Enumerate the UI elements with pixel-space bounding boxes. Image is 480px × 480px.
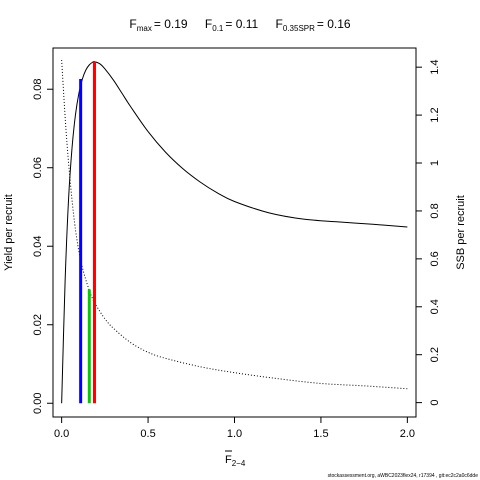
curves (61, 59, 408, 404)
title-f01-base: F (205, 17, 212, 31)
title-fmax-value: = 0.19 (154, 17, 188, 31)
y-left-axis: 0.00 0.02 0.04 0.06 0.08 (32, 79, 53, 414)
y-right-tick-label: 1 (429, 160, 441, 166)
x-tick-label: 0.0 (54, 428, 69, 440)
y-left-tick-label: 0.02 (32, 314, 44, 335)
chart-title: Fmax = 0.19 F0.1 = 0.11 F0.35SPR = 0.16 (129, 17, 351, 33)
y-right-tick-label: 0.4 (429, 299, 441, 314)
title-fspr-base: F (276, 17, 283, 31)
y-left-axis-title: Yield per recruit (3, 194, 15, 271)
yield-per-recruit-curve (61, 61, 408, 404)
y-right-tick-label: 1.2 (429, 107, 441, 122)
y-right-tick-label: 1.4 (429, 60, 441, 75)
y-left-tick-label: 0.00 (32, 393, 44, 414)
x-tick-label: 0.5 (140, 428, 155, 440)
x-axis-title-sub: 2−4 (232, 459, 246, 468)
title-fmax-sub: max (137, 24, 152, 33)
x-axis-title-text: F2−4 (225, 454, 246, 468)
y-left-tick-label: 0.06 (32, 157, 44, 178)
y-right-tick-label: 0.6 (429, 251, 441, 266)
title-fspr-value: = 0.16 (317, 17, 351, 31)
x-axis-title-base: F (225, 454, 232, 466)
title-f01-sub: 0.1 (212, 24, 224, 33)
reference-lines (79, 61, 96, 404)
x-tick-label: 2.0 (400, 428, 415, 440)
y-right-axis: 0 0.2 0.4 0.6 0.8 1 1.2 1.4 (416, 60, 441, 406)
y-right-tick-label: 0 (429, 400, 441, 406)
x-axis: 0.0 0.5 1.0 1.5 2.0 (54, 417, 415, 440)
y-right-tick-label: 0.2 (429, 347, 441, 362)
plot-frame (52, 47, 417, 418)
ssb-per-recruit-curve (61, 59, 408, 390)
title-fmax-base: F (129, 17, 136, 31)
y-left-tick-label: 0.04 (32, 236, 44, 257)
title-f01-value: = 0.11 (225, 17, 258, 31)
footer-text: stockassessment.org, aWBC2023flex24, r17… (328, 473, 479, 479)
y-right-tick-label: 0.8 (429, 203, 441, 218)
x-tick-label: 1.5 (313, 428, 328, 440)
y-left-tick-label: 0.08 (32, 79, 44, 100)
x-tick-label: 1.0 (227, 428, 242, 440)
title-fspr-sub: 0.35SPR (283, 24, 315, 33)
x-axis-title: F2−4 (225, 450, 246, 468)
y-right-axis-title: SSB per recruit (455, 195, 467, 270)
